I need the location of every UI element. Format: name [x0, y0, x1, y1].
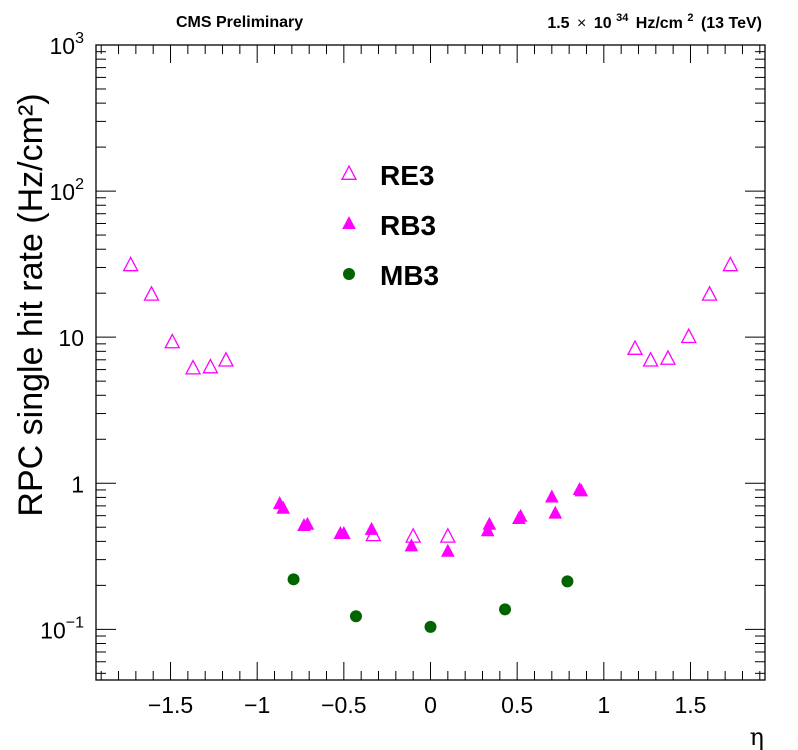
re3-point	[122, 256, 139, 272]
data-markers	[122, 256, 739, 633]
y-tick-base: 10	[40, 617, 66, 643]
re3-point	[722, 256, 739, 272]
rb3-point	[480, 523, 495, 537]
mb3-point	[561, 575, 574, 588]
mb3-point	[499, 603, 512, 616]
legend-label-mb3: MB3	[380, 260, 439, 291]
x-tick-label: −1.5	[148, 692, 193, 718]
re3-point	[184, 359, 202, 375]
re3-point	[626, 339, 644, 355]
x-tick-label: −0.5	[321, 692, 366, 718]
rb3-point	[364, 521, 379, 535]
rb3-point	[513, 508, 528, 522]
re3-point	[680, 327, 697, 344]
header-lumi-base: 1.5	[547, 15, 569, 32]
header-lumi-exp: 34	[616, 12, 629, 24]
y-tick-label: 10	[58, 325, 84, 351]
re3-point	[701, 285, 718, 301]
x-tick-label: 1	[597, 692, 610, 718]
x-tick-label: 0	[424, 692, 437, 718]
rb3-point	[300, 516, 315, 530]
plot-frame	[95, 44, 766, 681]
y-tick-label: 10−1	[40, 614, 84, 643]
mb3-point	[424, 620, 437, 633]
x-tick-label: 1.5	[674, 692, 706, 718]
re3-point	[642, 351, 659, 367]
legend-label-rb3: RB3	[380, 210, 436, 241]
x-tick-label: −1	[244, 692, 270, 718]
re3-point	[439, 527, 456, 543]
y-tick-label: 103	[50, 30, 85, 59]
rb3-point	[574, 483, 589, 497]
y-tick-exponent: −1	[66, 614, 84, 631]
rb3-point	[548, 505, 563, 519]
y-tick-base: 1	[71, 471, 84, 497]
re3-point	[164, 333, 181, 349]
header-left-title: CMS Preliminary	[176, 14, 303, 31]
mb3-point	[287, 573, 300, 586]
y-tick-exponent: 3	[75, 30, 84, 47]
legend-marker-re3	[340, 164, 358, 180]
rb3-point	[337, 526, 351, 539]
y-tick-exponent: 2	[75, 176, 84, 193]
x-axis-label: η	[750, 723, 764, 750]
rb3-point	[441, 543, 455, 557]
y-tick-base: 10	[50, 179, 76, 205]
y-tick-base: 10	[58, 325, 84, 351]
y-tick-label: 1	[71, 471, 84, 497]
rb3-point	[482, 516, 497, 530]
re3-point	[143, 285, 160, 301]
rb3-point	[544, 489, 559, 503]
y-axis-label: RPC single hit rate (Hz/cm²)	[12, 93, 50, 516]
rb3-point	[404, 538, 419, 552]
y-tick-label: 102	[50, 176, 85, 205]
legend: RE3 RB3 MB3	[340, 160, 439, 291]
header-ten: 10	[594, 15, 612, 32]
header-times: ×	[577, 15, 586, 32]
header-unit-exp: 2	[687, 12, 693, 24]
y-tick-base: 10	[50, 33, 76, 59]
legend-marker-rb3	[342, 216, 356, 230]
x-tick-label: 0.5	[501, 692, 533, 718]
re3-point	[202, 358, 219, 374]
legend-label-re3: RE3	[380, 160, 434, 191]
header-right-title: 1.5 × 10 34 Hz/cm 2 (13 TeV)	[547, 8, 762, 32]
rb3-point	[276, 500, 291, 514]
legend-marker-mb3	[343, 268, 355, 280]
header-unit: Hz/cm	[636, 15, 683, 32]
re3-point	[405, 527, 422, 543]
re3-point	[659, 349, 677, 365]
mb3-point	[349, 610, 362, 623]
re3-point	[217, 351, 235, 367]
header-energy: (13 TeV)	[701, 15, 762, 32]
